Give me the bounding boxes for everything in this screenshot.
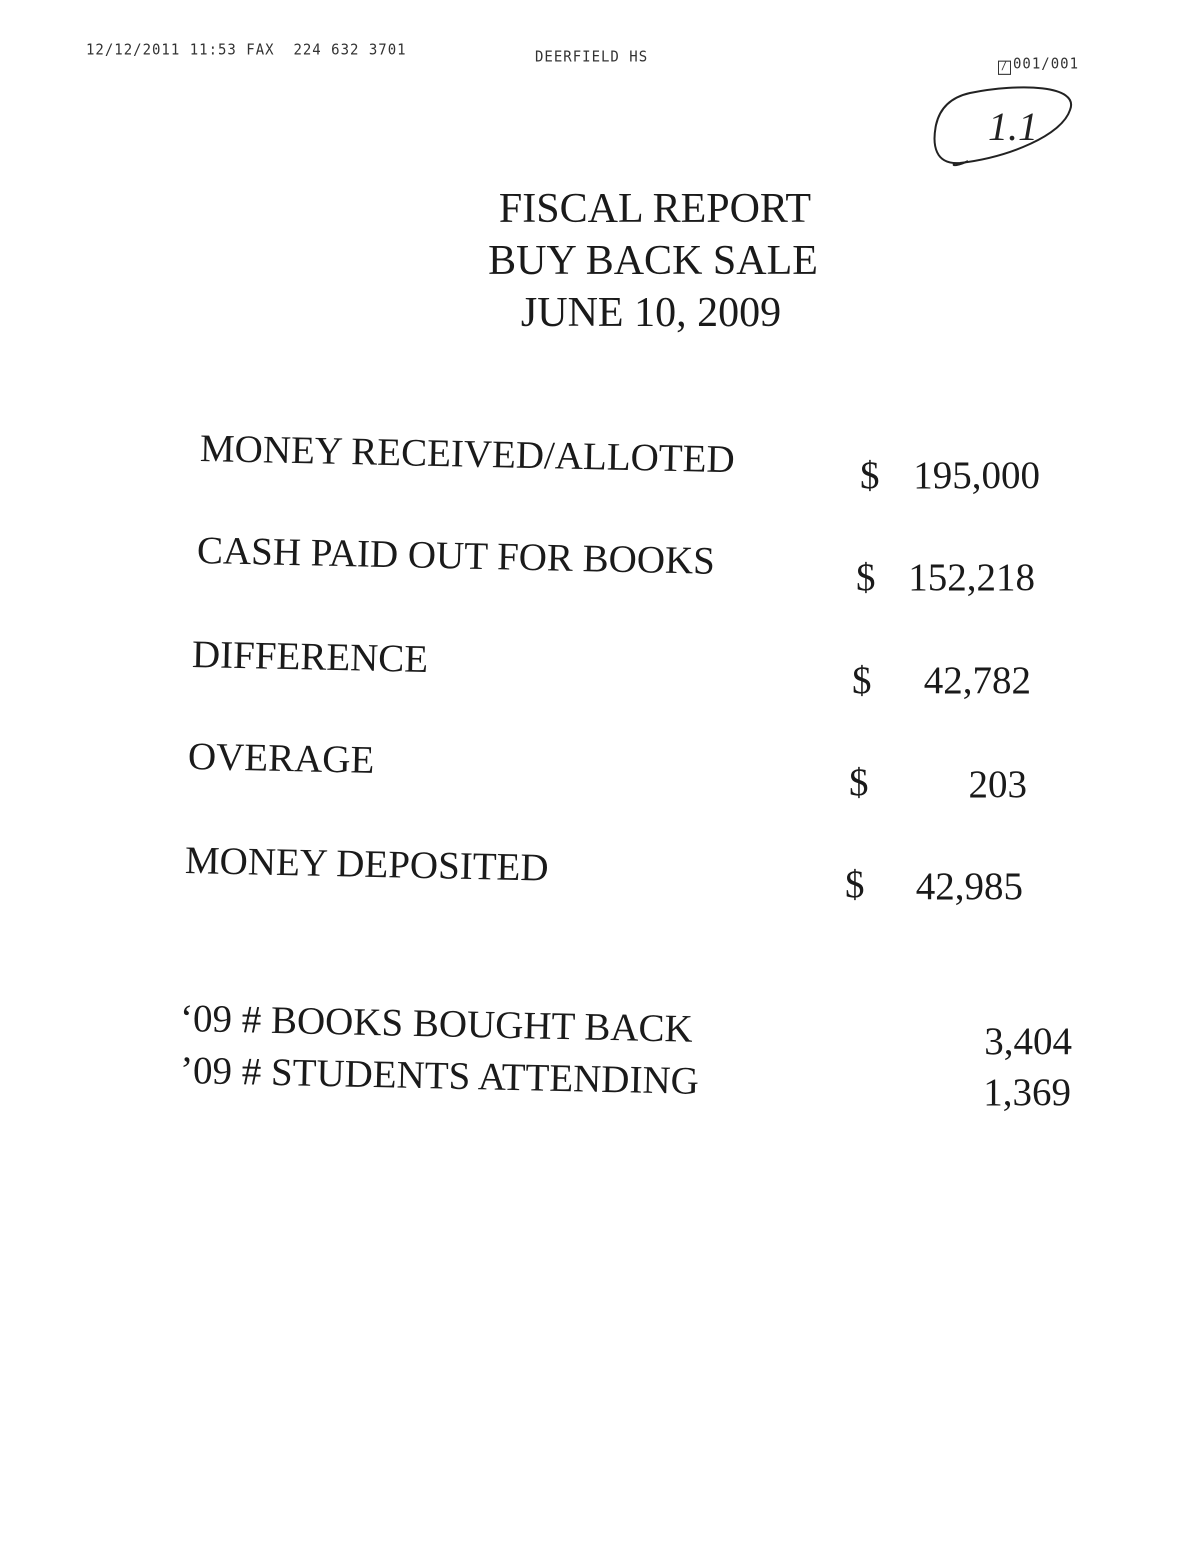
row-label: MONEY DEPOSITED — [184, 839, 550, 890]
row-currency: $ — [849, 761, 869, 804]
handwritten-circle-annotation: 1.1 — [933, 86, 1073, 167]
row-label: CASH PAID OUT FOR BOOKS — [196, 529, 716, 583]
fax-datetime: 12/12/2011 11:53 FAX 224 632 3701 — [86, 41, 407, 59]
fax-icon: / — [998, 60, 1011, 75]
row-value: 42,782 — [923, 659, 1031, 702]
fax-phone: 224 632 3701 — [293, 41, 407, 59]
row-label: MONEY RECEIVED/ALLOTED — [199, 427, 736, 482]
row-label: OVERAGE — [187, 735, 375, 782]
row-label: DIFFERENCE — [191, 633, 429, 681]
fax-page: /001/001 — [998, 55, 1079, 75]
fax-sender: DEERFIELD HS — [535, 48, 649, 66]
stat-value: 3,404 — [984, 1020, 1072, 1063]
stat-value: 1,369 — [983, 1071, 1071, 1114]
title-line-1: FISCAL REPORT — [498, 186, 812, 232]
row-currency: $ — [860, 454, 880, 497]
stat-label: ‘09 # BOOKS BOUGHT BACK — [179, 997, 694, 1051]
row-value: 152,218 — [908, 556, 1035, 599]
stat-label: ’09 # STUDENTS ATTENDING — [179, 1049, 700, 1103]
row-value: 195,000 — [913, 454, 1040, 497]
row-currency: $ — [856, 556, 876, 599]
row-value: 203 — [968, 763, 1028, 806]
title-line-3: JUNE 10, 2009 — [520, 290, 782, 336]
annotation-text: 1.1 — [988, 104, 1038, 149]
row-currency: $ — [852, 659, 872, 702]
row-currency: $ — [845, 863, 865, 906]
row-value: 42,985 — [915, 865, 1023, 908]
title-line-2: BUY BACK SALE — [488, 238, 818, 284]
